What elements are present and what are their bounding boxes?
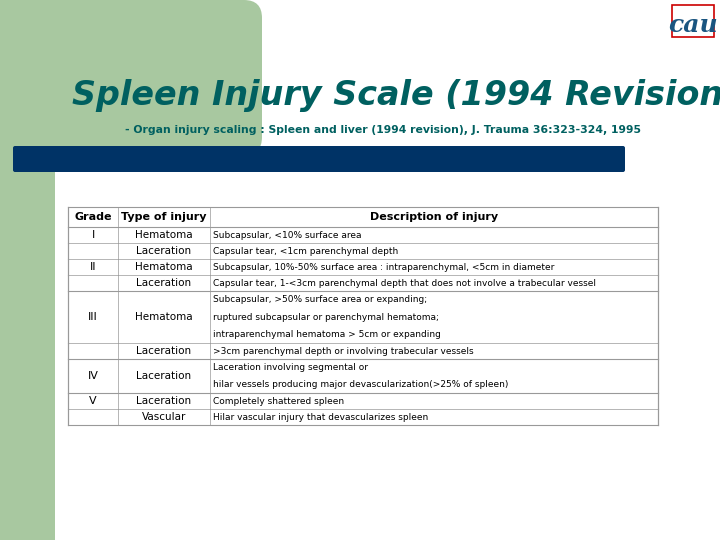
Text: V: V bbox=[89, 396, 97, 406]
Bar bbox=[68, 275, 658, 291]
Text: - Organ injury scaling : Spleen and liver (1994 revision), J. Trauma 36:323-324,: - Organ injury scaling : Spleen and live… bbox=[125, 125, 641, 135]
Text: Hilar vascular injury that devascularizes spleen: Hilar vascular injury that devascularize… bbox=[212, 413, 428, 422]
FancyBboxPatch shape bbox=[13, 146, 625, 172]
Text: Laceration: Laceration bbox=[136, 346, 192, 356]
Text: Laceration: Laceration bbox=[136, 278, 192, 288]
Bar bbox=[68, 343, 658, 359]
Text: intraparenchymal hematoma > 5cm or expanding: intraparenchymal hematoma > 5cm or expan… bbox=[212, 330, 441, 339]
Text: IV: IV bbox=[88, 371, 99, 381]
Text: II: II bbox=[90, 262, 96, 272]
Text: Laceration: Laceration bbox=[136, 371, 192, 381]
Text: Grade: Grade bbox=[74, 212, 112, 222]
Text: I: I bbox=[91, 230, 95, 240]
FancyBboxPatch shape bbox=[0, 0, 262, 155]
Text: cau: cau bbox=[668, 13, 718, 37]
Text: Laceration: Laceration bbox=[136, 396, 192, 406]
Text: Capsular tear, <1cm parenchymal depth: Capsular tear, <1cm parenchymal depth bbox=[212, 246, 398, 255]
Bar bbox=[68, 359, 658, 393]
Text: Laceration: Laceration bbox=[136, 246, 192, 256]
Bar bbox=[68, 259, 658, 275]
Text: Hematoma: Hematoma bbox=[135, 262, 193, 272]
Bar bbox=[0, 0, 55, 540]
Bar bbox=[672, 5, 714, 37]
Text: Capsular tear, 1-<3cm parenchymal depth that does not involve a trabecular vesse: Capsular tear, 1-<3cm parenchymal depth … bbox=[212, 279, 595, 287]
Text: Subcapsular, <10% surface area: Subcapsular, <10% surface area bbox=[212, 231, 361, 240]
Text: Vascular: Vascular bbox=[142, 412, 186, 422]
Bar bbox=[68, 227, 658, 243]
Text: Type of injury: Type of injury bbox=[121, 212, 207, 222]
Text: Hematoma: Hematoma bbox=[135, 230, 193, 240]
Bar bbox=[68, 207, 658, 227]
Text: Completely shattered spleen: Completely shattered spleen bbox=[212, 396, 343, 406]
Bar bbox=[68, 291, 658, 343]
Text: hilar vessels producing major devascularization(>25% of spleen): hilar vessels producing major devascular… bbox=[212, 380, 508, 389]
Text: Laceration involving segmental or: Laceration involving segmental or bbox=[212, 363, 368, 372]
Text: Hematoma: Hematoma bbox=[135, 312, 193, 322]
Text: Subcapsular, >50% surface area or expanding;: Subcapsular, >50% surface area or expand… bbox=[212, 295, 427, 304]
Text: ruptured subcapsular or parenchymal hematoma;: ruptured subcapsular or parenchymal hema… bbox=[212, 313, 438, 321]
Bar bbox=[68, 393, 658, 409]
Bar bbox=[68, 409, 658, 425]
Text: Spleen Injury Scale (1994 Revision): Spleen Injury Scale (1994 Revision) bbox=[72, 78, 720, 111]
Text: >3cm parenchymal depth or involving trabecular vessels: >3cm parenchymal depth or involving trab… bbox=[212, 347, 473, 355]
Text: Description of injury: Description of injury bbox=[370, 212, 498, 222]
Text: III: III bbox=[89, 312, 98, 322]
Bar bbox=[68, 243, 658, 259]
Text: Subcapsular, 10%-50% surface area : intraparenchymal, <5cm in diameter: Subcapsular, 10%-50% surface area : intr… bbox=[212, 262, 554, 272]
